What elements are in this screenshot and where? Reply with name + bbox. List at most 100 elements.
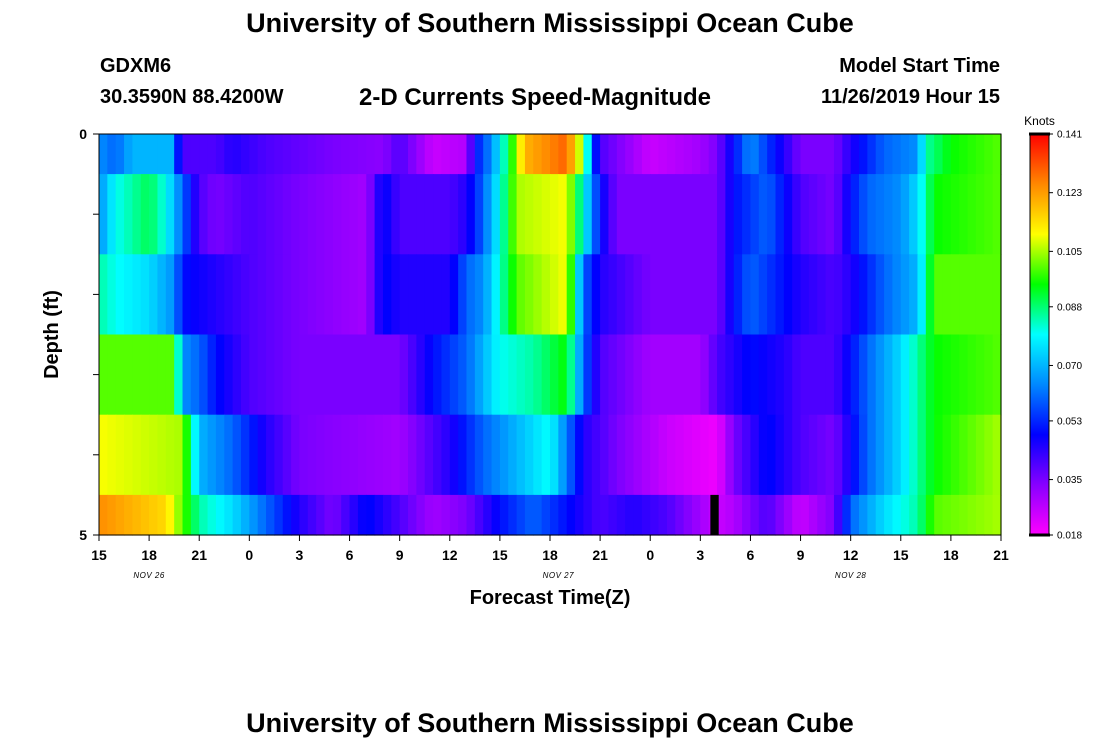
heatmap-cell [449,134,459,175]
heatmap-cell [458,174,468,255]
heatmap-cell [992,134,1002,175]
heatmap-cell [441,174,451,255]
heatmap-cell [683,174,693,255]
heatmap-cell [316,494,326,536]
heatmap-cell [934,174,944,255]
heatmap-cell [266,134,275,175]
x-tick-label: 6 [346,547,354,563]
heatmap-cell [332,494,342,536]
heatmap-cell [491,334,501,416]
y-axis-label: Depth (ft) [41,290,63,379]
heatmap-cell [165,334,175,416]
heatmap-cell [282,254,292,336]
heatmap-cell [174,334,184,416]
heatmap-cell [625,494,635,536]
heatmap-cell [825,254,835,336]
heatmap-cell [266,414,275,496]
heatmap-cell [583,174,593,255]
heatmap-cell [474,414,484,496]
heatmap-cell [641,414,651,496]
heatmap-cell [524,414,534,496]
heatmap-cell [783,414,793,496]
heatmap-cell [107,254,117,336]
heatmap-cell [725,254,735,336]
heatmap-cell [967,494,977,536]
heatmap-cell [307,134,317,175]
heatmap-cell [382,414,392,496]
heatmap-cell [558,334,568,416]
heatmap-cell [650,254,660,336]
heatmap-cell [240,334,250,416]
heatmap-cell [483,334,493,416]
heatmap-cell [132,334,142,416]
heatmap-cell [115,174,125,255]
heatmap-cell [934,254,944,336]
heatmap-cell [909,334,919,416]
heatmap-cell [424,494,434,536]
heatmap-cell [541,334,551,416]
heatmap-cell [608,414,618,496]
heatmap-cell [224,254,234,336]
heatmap-cell [341,174,351,255]
heatmap-cell [775,414,785,496]
heatmap-cell [374,174,384,255]
heatmap-cell [224,494,234,536]
colorbar-tick-label: 0.105 [1057,247,1082,258]
heatmap-cell [366,334,376,416]
heatmap-cell [967,334,977,416]
heatmap-cell [583,494,593,536]
heatmap-cell [892,174,902,255]
heatmap-cell [950,254,960,336]
heatmap-cell [508,334,518,416]
heatmap-cell [357,134,367,175]
heatmap-cell [616,134,626,175]
heatmap-cell [332,134,342,175]
heatmap-cell [491,134,501,175]
heatmap-cell [959,414,969,496]
heatmap-cell [441,134,451,175]
heatmap-cell [508,134,518,175]
heatmap-cell [115,414,125,496]
x-axis-label: Forecast Time(Z) [470,587,631,609]
y-tick-label: 0 [79,126,87,142]
heatmap-cell [750,334,760,416]
heatmap-cell [257,174,267,255]
heatmap-cell [408,254,417,336]
heatmap-cell [717,254,726,336]
heatmap-cell [140,414,150,496]
heatmap-cell [775,174,785,255]
heatmap-cell [499,134,509,175]
heatmap-cell [842,174,852,255]
heatmap-cell [666,334,676,416]
colorbar-tick-label: 0.123 [1057,188,1082,199]
heatmap-cell [800,174,810,255]
heatmap-cell [424,334,434,416]
heatmap-cell [608,134,618,175]
heatmap-cell [884,414,894,496]
heatmap-cell [341,414,351,496]
heatmap-cell [892,254,902,336]
heatmap-cell [466,414,476,496]
heatmap-cell [207,494,217,536]
heatmap-cell [274,254,284,336]
x-tick-label: 18 [141,547,157,563]
colorbar-scale [1029,133,1050,536]
heatmap-cell [157,494,167,536]
heatmap-cell [249,174,259,255]
heatmap-cell [266,334,275,416]
heatmap-cell [575,174,585,255]
heatmap-cell [399,414,409,496]
heatmap-cell [959,174,969,255]
heatmap-cell [433,494,443,536]
heatmap-cell [299,494,309,536]
heatmap-cell [441,334,451,416]
heatmap-cell [950,494,960,536]
heatmap-cell [875,174,885,255]
heatmap-cell [767,134,777,175]
heatmap-cell [717,174,726,255]
heatmap-cell [424,174,434,255]
heatmap-cell [324,174,334,255]
heatmap-cell [742,494,752,536]
heatmap-cell [867,134,877,175]
heatmap-cell [792,414,802,496]
